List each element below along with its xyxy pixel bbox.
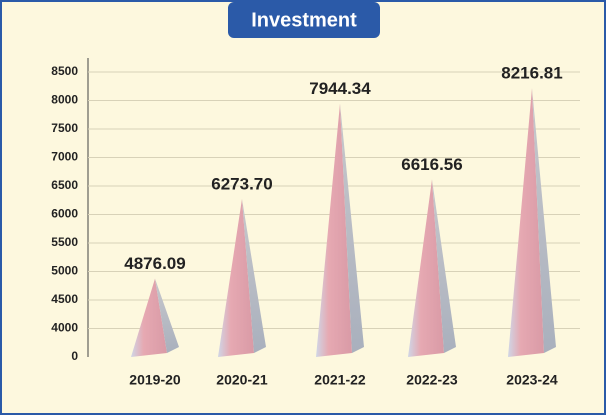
pyramid-face bbox=[155, 278, 179, 353]
chart-title: Investment bbox=[251, 9, 357, 31]
pyramid-face bbox=[532, 88, 556, 353]
y-tick-label: 6000 bbox=[51, 207, 78, 221]
pyramid-face bbox=[131, 278, 167, 357]
x-tick-label: 2023-24 bbox=[506, 372, 558, 388]
x-tick-label: 2019-20 bbox=[129, 372, 181, 388]
y-tick-label: 0 bbox=[71, 349, 78, 363]
pyramid-face bbox=[316, 103, 352, 357]
title-tab bbox=[228, 2, 380, 38]
value-label: 7944.34 bbox=[309, 79, 371, 98]
y-tick-label: 4500 bbox=[51, 292, 78, 306]
pyramid-face bbox=[242, 198, 266, 353]
pyramid-face bbox=[408, 179, 444, 357]
y-tick-label: 6500 bbox=[51, 178, 78, 192]
y-tick-label: 5000 bbox=[51, 264, 78, 278]
value-label: 4876.09 bbox=[124, 254, 185, 273]
x-tick-label: 2021-22 bbox=[314, 372, 366, 388]
pyramid bbox=[131, 278, 179, 357]
y-tick-label: 5500 bbox=[51, 235, 78, 249]
pyramid bbox=[408, 179, 456, 357]
pyramid bbox=[218, 198, 266, 357]
value-label: 6273.70 bbox=[211, 174, 272, 193]
pyramid-face bbox=[218, 198, 254, 357]
y-tick-label: 4000 bbox=[51, 321, 78, 335]
x-tick-label: 2022-23 bbox=[406, 372, 458, 388]
value-label: 8216.81 bbox=[501, 64, 562, 83]
pyramid bbox=[316, 103, 364, 357]
y-tick-label: 7500 bbox=[51, 121, 78, 135]
pyramid-face bbox=[508, 88, 544, 357]
y-tick-label: 8500 bbox=[51, 64, 78, 78]
y-tick-label: 8000 bbox=[51, 93, 78, 107]
y-tick-label: 7000 bbox=[51, 150, 78, 164]
value-label: 6616.56 bbox=[401, 155, 462, 174]
pyramid-face bbox=[340, 103, 364, 353]
pyramid-face bbox=[432, 179, 456, 353]
x-tick-label: 2020-21 bbox=[216, 372, 268, 388]
pyramid bbox=[508, 88, 556, 357]
